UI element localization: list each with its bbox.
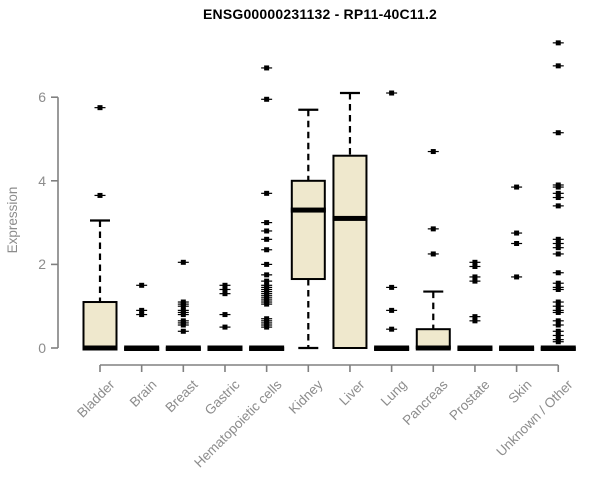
median-breast [165,345,201,351]
outlier-point-hematopoietic-cells [264,236,270,242]
outlier-point-unknown-other [555,318,561,324]
median-skin [499,345,535,351]
box-pancreas [415,328,451,350]
outlier-point-unknown-other [555,328,561,334]
outlier-point-prostate [472,274,478,280]
outlier-point-hematopoietic-cells [264,261,270,267]
median-unknown-other [540,345,576,351]
outlier-point-unknown-other [555,280,561,286]
outlier-point-unknown-other [555,203,561,209]
outlier-point-breast [180,259,186,265]
median-hematopoietic-cells [249,345,285,351]
outlier-point-unknown-other [555,337,561,343]
outlier-point-hematopoietic-cells [264,272,270,278]
outlier-point-unknown-other [555,322,561,328]
outlier-point-pancreas [430,251,436,257]
outlier-point-hematopoietic-cells [264,228,270,234]
outlier-point-skin [514,184,520,190]
outlier-point-unknown-other [555,307,561,313]
outlier-point-gastric [222,291,228,297]
outlier-point-lung [389,284,395,290]
outlier-point-hematopoietic-cells [264,190,270,196]
outlier-point-skin [514,274,520,280]
outlier-point-unknown-other [555,130,561,136]
outlier-point-unknown-other [555,63,561,69]
outlier-point-brain [139,282,145,288]
outlier-point-gastric [222,312,228,318]
median-kidney [290,207,326,213]
outlier-point-lung [389,326,395,332]
y-tick-label: 0 [38,340,46,356]
y-tick-label: 6 [38,89,46,106]
outlier-point-breast [180,299,186,305]
median-gastric [207,345,243,351]
outlier-point-hematopoietic-cells [264,65,270,71]
outlier-point-skin [514,230,520,236]
outlier-point-lung [389,307,395,313]
outlier-point-gastric [222,286,228,292]
outlier-point-unknown-other [555,270,561,276]
outlier-point-unknown-other [555,303,561,309]
outlier-point-unknown-other [555,182,561,188]
outlier-point-bladder [97,192,103,198]
outlier-point-hematopoietic-cells [264,247,270,253]
outlier-point-pancreas [430,226,436,232]
outlier-point-bladder [97,105,103,111]
outlier-point-hematopoietic-cells [264,96,270,102]
outlier-point-unknown-other [555,245,561,251]
outlier-point-prostate [472,278,478,284]
median-lung [374,345,410,351]
outlier-point-skin [514,241,520,246]
outlier-point-hematopoietic-cells [264,282,270,288]
outlier-point-pancreas [430,149,436,155]
box-kidney [290,179,326,281]
outlier-point-hematopoietic-cells [264,278,270,284]
y-tick-label: 4 [38,172,46,189]
outlier-point-unknown-other [555,195,561,201]
median-prostate [457,345,493,351]
chart-title: ENSG00000231132 - RP11-40C11.2 [202,6,438,22]
outlier-point-prostate [472,318,478,324]
outlier-point-breast [180,307,186,313]
outlier-point-prostate [472,259,478,265]
outlier-point-gastric [222,282,228,288]
outlier-point-prostate [472,263,478,269]
median-liver [332,215,368,221]
outlier-point-breast [180,328,186,334]
outlier-point-unknown-other [555,190,561,196]
outlier-point-hematopoietic-cells [264,316,270,322]
outlier-point-unknown-other [555,251,561,257]
outlier-point-unknown-other [555,299,561,305]
outlier-point-unknown-other [555,284,561,290]
box-liver [332,154,368,349]
outlier-point-lung [389,90,395,96]
outlier-point-unknown-other [555,40,561,46]
outlier-point-gastric [222,324,228,330]
outlier-point-prostate [472,314,478,320]
outlier-point-brain [139,307,145,313]
outlier-point-hematopoietic-cells [264,220,270,226]
median-pancreas [415,345,451,351]
box-bladder [82,301,118,349]
outlier-point-brain [139,312,145,318]
outlier-point-unknown-other [555,241,561,246]
outlier-point-breast [180,318,186,324]
median-brain [124,345,160,351]
outlier-point-unknown-other [555,332,561,338]
outlier-point-unknown-other [555,236,561,242]
y-tick-label: 2 [38,256,46,273]
median-bladder [82,345,118,351]
